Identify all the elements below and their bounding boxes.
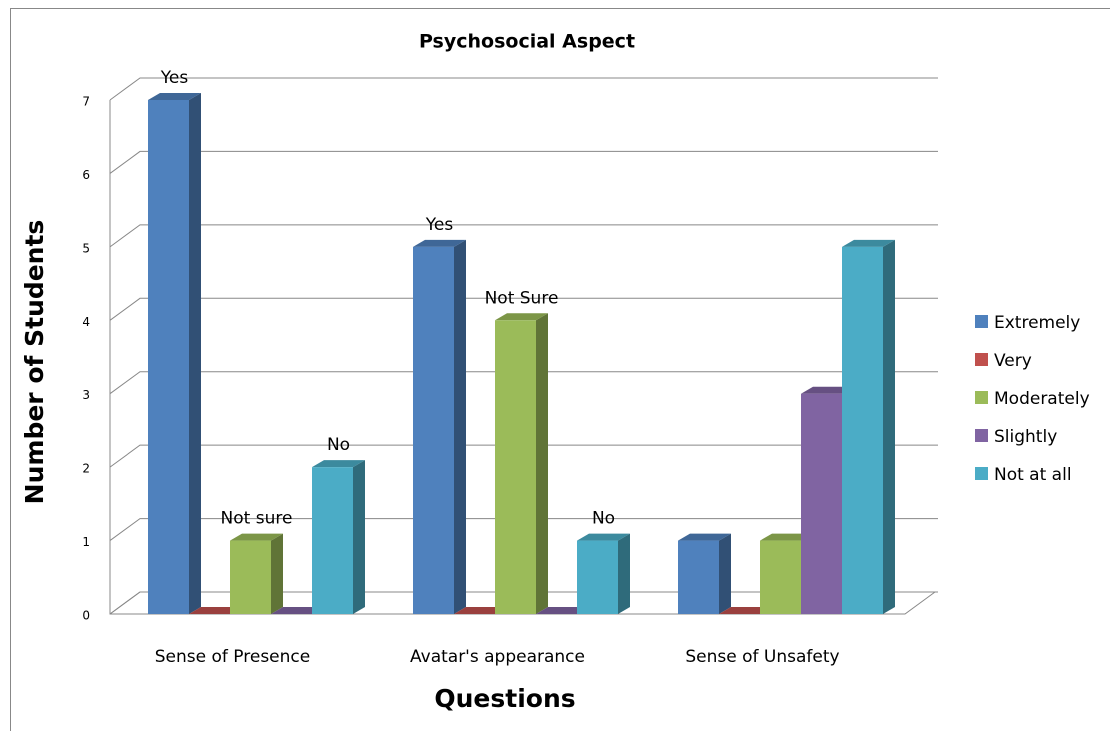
bar-top: [760, 533, 813, 541]
bar-top: [536, 607, 589, 614]
bar: [312, 467, 353, 614]
legend-label: Not at all: [994, 465, 1072, 485]
bar: [760, 540, 801, 614]
legend-label: Extremely: [994, 313, 1080, 333]
bar: [801, 393, 842, 614]
legend-swatch: [975, 391, 988, 404]
bar-top: [454, 607, 507, 614]
bar: [148, 100, 189, 614]
grid-line: [109, 444, 938, 468]
x-tick-label: Avatar's appearance: [410, 647, 585, 667]
grid-line: [109, 371, 938, 395]
bar-side: [271, 533, 283, 614]
bar: [495, 320, 536, 614]
legend-swatch: [975, 429, 988, 442]
bar-top: [719, 607, 772, 614]
annotation: No: [327, 435, 350, 455]
bar-3d: [842, 239, 895, 614]
bar-top: [801, 386, 854, 394]
bar-side: [618, 533, 630, 614]
annotation: Not sure: [221, 509, 293, 529]
bar-top: [271, 607, 324, 614]
chart-border: [10, 8, 1110, 731]
bar-top: [413, 239, 466, 247]
y-tick-label: 7: [82, 95, 90, 109]
bar-3d: [495, 313, 548, 614]
grid-line: [109, 518, 938, 541]
legend-swatch: [975, 353, 988, 366]
grid-line: [109, 77, 938, 101]
bar-top: [678, 533, 731, 541]
x-axis-label: Questions: [434, 684, 575, 713]
grid-line: [109, 591, 938, 615]
bar-3d: [536, 607, 589, 614]
bar-side: [536, 313, 548, 614]
bar-3d: [413, 239, 466, 614]
bar-3d: [189, 607, 242, 614]
bar-3d: [577, 533, 630, 614]
bar-top: [312, 460, 365, 468]
bar: [230, 540, 271, 614]
bar-top: [495, 313, 548, 321]
grid-line: [109, 224, 938, 248]
annotation: No: [592, 509, 615, 529]
bar-side: [454, 239, 466, 614]
y-tick-label: 3: [82, 388, 90, 402]
chart-title: Psychosocial Aspect: [419, 31, 635, 53]
x-tick-label: Sense of Presence: [155, 647, 310, 667]
annotation: Not Sure: [485, 288, 559, 308]
y-tick-label: 6: [82, 168, 90, 182]
bar: [678, 540, 719, 614]
y-axis-label: Number of Students: [20, 220, 49, 505]
y-tick-label: 0: [82, 609, 90, 623]
grid-line: [109, 297, 938, 321]
bar-side: [353, 460, 365, 614]
legend-label: Very: [994, 351, 1032, 371]
bar-top: [148, 93, 201, 100]
bar-3d: [678, 533, 731, 614]
bar-top: [842, 239, 895, 247]
y-tick-label: 4: [82, 315, 90, 329]
bar: [577, 540, 618, 614]
grid-line: [109, 150, 938, 174]
bar-top: [230, 533, 283, 541]
bar-3d: [148, 93, 201, 614]
bar-3d: [271, 607, 324, 614]
bar-side: [883, 239, 895, 614]
bar: [842, 246, 883, 614]
bar-top: [577, 533, 630, 541]
bar-top: [189, 607, 242, 614]
bar-3d: [454, 607, 507, 614]
bar: [413, 246, 454, 614]
legend-label: Moderately: [994, 389, 1090, 409]
legend-swatch: [975, 315, 988, 328]
bar-side: [189, 93, 201, 614]
legend-label: Slightly: [994, 427, 1057, 447]
bar-3d: [312, 460, 365, 614]
y-tick-label: 1: [82, 535, 90, 549]
bar-3d: [719, 607, 772, 614]
y-tick-label: 5: [82, 241, 90, 255]
y-tick-label: 2: [82, 462, 90, 476]
bar-3d: [230, 533, 283, 614]
annotation: Yes: [425, 215, 454, 235]
x-tick-label: Sense of Unsafety: [685, 647, 839, 667]
bar-side: [719, 533, 731, 614]
legend-swatch: [975, 467, 988, 480]
annotation: Yes: [160, 68, 189, 88]
